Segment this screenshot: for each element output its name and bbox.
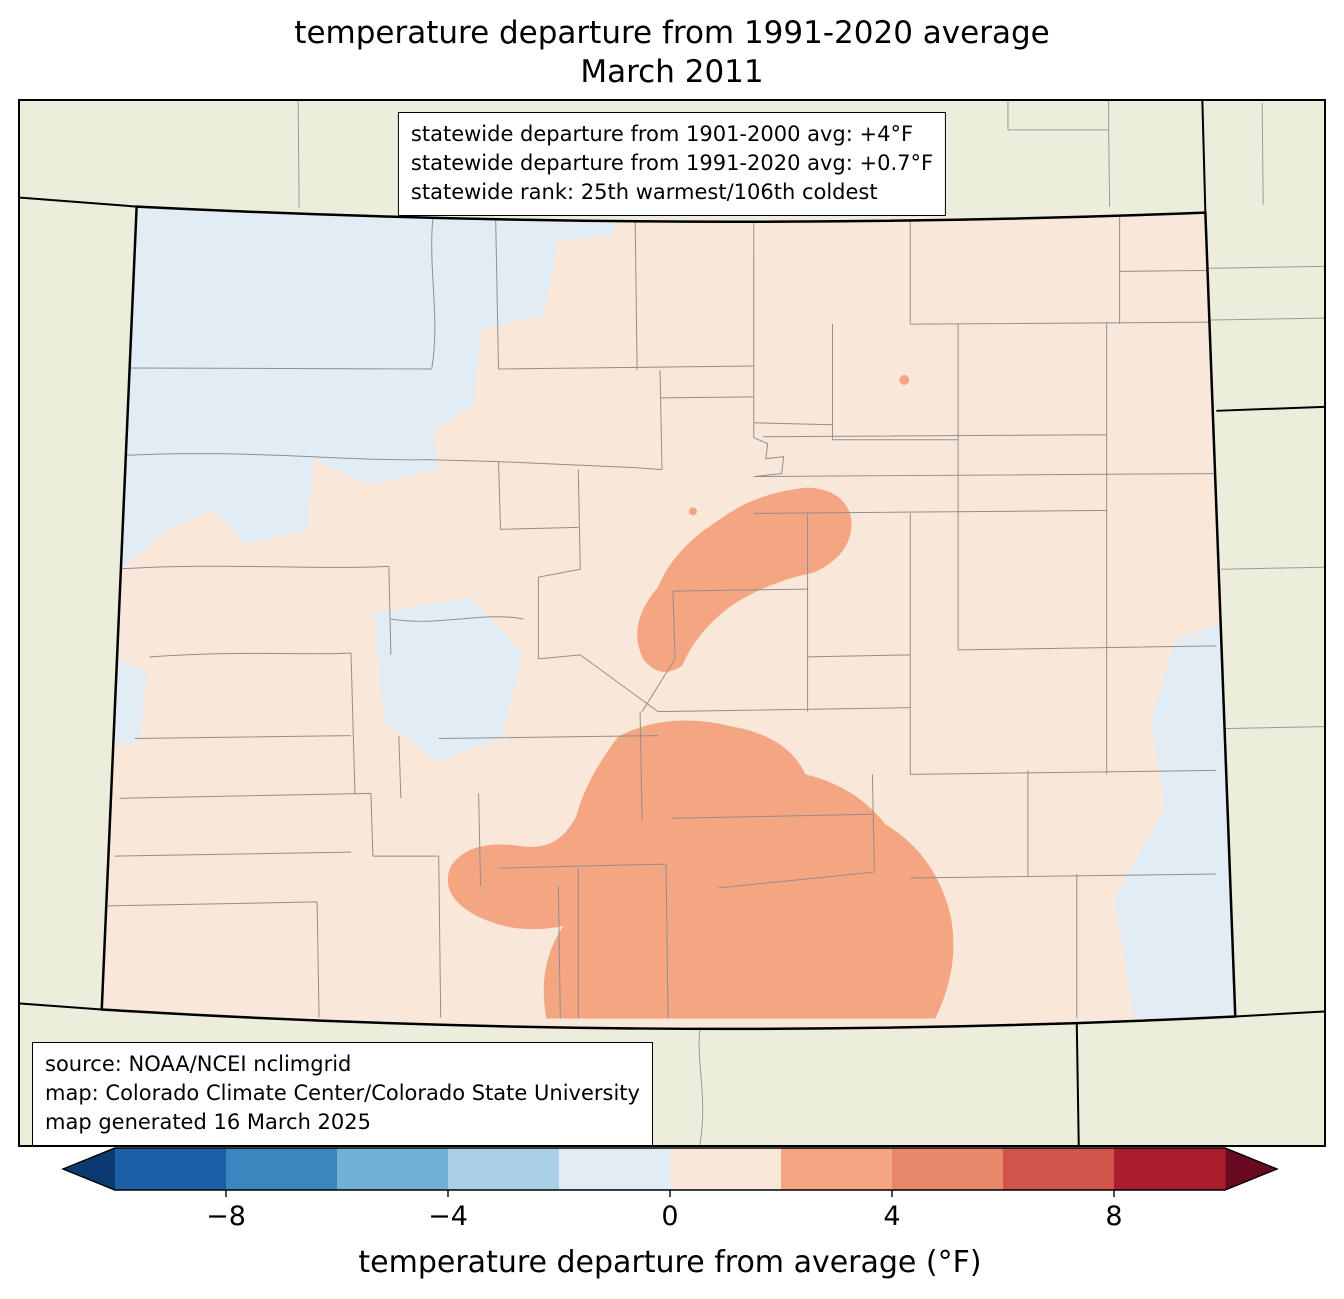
colorbar-bin <box>337 1148 449 1190</box>
stats-annotation-box: statewide departure from 1901-2000 avg: … <box>397 112 947 216</box>
map-canvas <box>20 101 1324 1145</box>
figure-title-line2: March 2011 <box>580 54 764 90</box>
county-lines-center <box>498 215 911 821</box>
colorado-anomaly-map: statewide departure from 1901-2000 avg: … <box>18 99 1326 1147</box>
colorbar-bin <box>115 1148 227 1190</box>
colorbar-over-arrow <box>1225 1148 1277 1190</box>
colorbar-bin <box>781 1148 893 1190</box>
source-line-1: source: NOAA/NCEI nclimgrid <box>45 1052 352 1076</box>
source-line-2: map: Colorado Climate Center/Colorado St… <box>45 1081 640 1105</box>
colorbar-tick-label: 4 <box>883 1201 900 1232</box>
colorbar: −8 −4 0 4 8 temperature departure from avera… <box>61 1147 1279 1280</box>
figure-title: temperature departure from 1991-2020 ave… <box>0 14 1344 92</box>
colorbar-tick-label: −8 <box>206 1201 246 1232</box>
warm-anomaly-spot-northeast <box>899 374 910 385</box>
county-lines-east <box>672 212 1217 1019</box>
stats-line-2: statewide departure from 1991-2020 avg: … <box>410 151 934 175</box>
colorbar-axis-label: temperature departure from average (°F) <box>358 1245 981 1280</box>
colorbar-bin <box>559 1148 671 1190</box>
colorbar-tick-label: −4 <box>428 1201 468 1232</box>
colorbar-bin <box>1114 1148 1226 1190</box>
colorbar-bin <box>1003 1148 1115 1190</box>
county-boundaries <box>107 210 1217 1019</box>
colorbar-tick-label: 0 <box>661 1201 678 1232</box>
colorbar-bin <box>448 1148 560 1190</box>
colorado-state-border <box>100 205 1237 1031</box>
colorbar-bin <box>892 1148 1004 1190</box>
colorbar-under-arrow <box>63 1148 115 1190</box>
cool-anomaly-regions <box>101 206 1236 1019</box>
colorbar-tick-labels: −8 −4 0 4 8 <box>206 1190 1123 1232</box>
warm-anomaly-spot-central <box>688 507 697 516</box>
neighbor-state-borders <box>20 101 1324 1145</box>
figure-title-line1: temperature departure from 1991-2020 ave… <box>294 15 1050 51</box>
warm-anomaly-region-front-range <box>637 487 852 672</box>
cool-anomaly-region-east-border <box>1114 619 1236 1019</box>
colorbar-bin <box>670 1148 782 1190</box>
county-lines-west <box>107 210 669 1019</box>
colorbar-bins <box>115 1148 1226 1190</box>
colorbar-outline <box>61 1147 1279 1191</box>
stats-line-3: statewide rank: 25th warmest/106th colde… <box>410 180 878 204</box>
source-line-3: map generated 16 March 2025 <box>45 1110 372 1134</box>
stats-line-1: statewide departure from 1901-2000 avg: … <box>410 122 914 146</box>
cool-anomaly-region-northwest <box>101 206 619 744</box>
neighbor-county-lines <box>297 101 1324 1145</box>
warm-anomaly-region-south-central <box>447 720 954 1019</box>
warm-anomaly-regions <box>447 374 954 1019</box>
cool-anomaly-region-central-west <box>373 597 524 761</box>
colorbar-tick-label: 8 <box>1105 1201 1122 1232</box>
colorbar-bin <box>226 1148 338 1190</box>
source-annotation-box: source: NOAA/NCEI nclimgrid map: Colorad… <box>32 1042 653 1146</box>
